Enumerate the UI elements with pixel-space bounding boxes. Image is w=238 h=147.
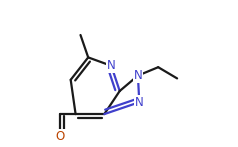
Text: N: N bbox=[107, 59, 116, 72]
Text: N: N bbox=[135, 96, 144, 109]
Text: N: N bbox=[134, 69, 142, 82]
Text: O: O bbox=[56, 130, 65, 143]
